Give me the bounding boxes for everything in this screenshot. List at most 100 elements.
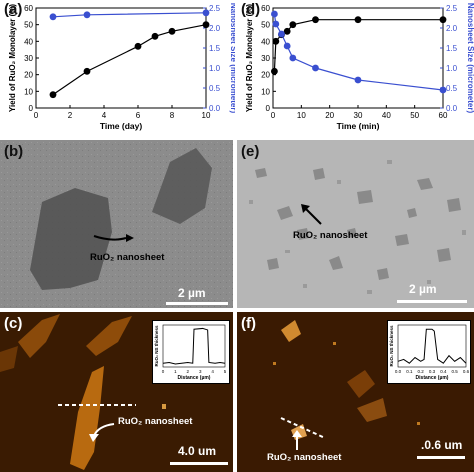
panel-tag-f: (f) <box>241 315 256 332</box>
panel-tag-e: (e) <box>241 143 260 160</box>
y-tick-label: 20 <box>24 71 33 80</box>
y2-tick-label: 2.0 <box>209 24 221 33</box>
inset-x-label: Distance (µm) <box>416 375 449 381</box>
y-tick-label: 0 <box>29 104 34 113</box>
annotation-c: RuO₂ nanosheet <box>118 416 193 427</box>
chart-a-svg: 0 2 4 6 8 10 0 10 20 30 40 50 60 0.0 0.5 1.0 1.5 2.0 2.5 Ti… <box>8 3 235 131</box>
sheet-large <box>30 188 112 290</box>
sem-image-e: (e) RuO₂ nanosheet 2 µm <box>237 140 474 308</box>
y2-tick-label: 0.0 <box>209 104 221 113</box>
series-1-point <box>49 13 57 21</box>
inset-x-tick-label: 3 <box>199 369 202 374</box>
x-tick-label: 0 <box>34 111 39 120</box>
line-profile-f <box>280 417 326 439</box>
y-tick-label: 30 <box>261 54 270 63</box>
series-0-point <box>151 32 159 40</box>
inset-profile-line <box>397 328 467 364</box>
inset-x-tick-label: 0.2 <box>418 369 425 374</box>
plot-frame <box>35 7 207 109</box>
annotation-b: RuO₂ nanosheet <box>90 252 165 263</box>
arrow-b <box>93 234 134 242</box>
inset-x-tick-label: 0.5 <box>452 369 459 374</box>
series-1-point <box>202 9 210 17</box>
series-1-point <box>272 20 280 28</box>
inset-profile-line <box>162 327 226 365</box>
inset-x-tick-label: 5 <box>224 369 227 374</box>
x-axis-label: Time (day) <box>100 121 143 131</box>
series-1-point <box>354 76 362 84</box>
scale-label-e: 2 µm <box>409 282 437 296</box>
y-tick-label: 0 <box>266 104 271 113</box>
y-axis-label: Yield of RuO₂ Monolayer (%) <box>245 4 254 112</box>
series-1-point <box>289 54 297 62</box>
y-tick-label: 10 <box>261 87 270 96</box>
sem-e-texture <box>237 140 474 308</box>
y2-tick-label: 0.5 <box>446 84 458 93</box>
y2-tick-label: 0.5 <box>209 84 221 93</box>
y-tick-label: 20 <box>261 71 270 80</box>
sem-image-b: (b) RuO₂ nanosheet 2 µm <box>0 140 233 308</box>
x-tick-label: 30 <box>354 111 363 120</box>
series-0-line <box>273 19 443 72</box>
annotation-f: RuO₂ nanosheet <box>267 452 342 463</box>
scale-bar-b <box>166 302 228 305</box>
y-axis-label: Yield of RuO₂ Monolayer (%) <box>8 4 17 112</box>
y2-axis-label: Nanosheet Size (micrometer) <box>229 3 235 114</box>
afm-sheet-2 <box>18 314 60 358</box>
scale-label-b: 2 µm <box>178 286 206 300</box>
arrow-c <box>89 423 115 442</box>
inset-x-tick-label: 0 <box>162 369 165 374</box>
panel-d-chart: 0 10 20 30 40 50 60 0 10 20 30 40 50 60 0.0 0.5 1.0 1.5 2.… <box>237 0 474 136</box>
series-0-line <box>52 24 207 96</box>
afm-sheet-3 <box>86 316 132 356</box>
series-0-point <box>168 27 176 35</box>
series-1-point <box>83 11 91 19</box>
x-tick-label: 4 <box>102 111 107 120</box>
series-0-point <box>272 37 280 45</box>
x-tick-label: 20 <box>325 111 334 120</box>
inset-frame <box>162 324 226 368</box>
sheet-small <box>152 148 212 224</box>
series-0-point <box>312 16 319 24</box>
inset-x-tick-label: 0.3 <box>429 369 436 374</box>
scale-bar-e <box>397 300 467 303</box>
panel-tag-a: (a) <box>4 1 23 18</box>
series-0-point <box>202 21 210 29</box>
y-tick-label: 40 <box>24 37 33 46</box>
inset-x-tick-label: 4 <box>211 369 214 374</box>
inset-x-tick-label: 0.4 <box>440 369 447 374</box>
x-tick-label: 6 <box>136 111 141 120</box>
afm-sheet-4 <box>0 346 18 372</box>
arrow-f <box>292 430 302 450</box>
y-tick-label: 30 <box>24 54 33 63</box>
series-1-point <box>283 42 291 50</box>
inset-frame <box>397 324 467 368</box>
annotation-e: RuO₂ nanosheet <box>293 230 368 241</box>
y-tick-label: 60 <box>24 4 33 13</box>
series-1-line <box>52 12 207 18</box>
x-tick-label: 40 <box>382 111 391 120</box>
scale-bar-c <box>170 462 228 465</box>
series-1-point <box>439 86 447 94</box>
y-tick-label: 10 <box>24 87 33 96</box>
series-0-point <box>49 91 57 99</box>
afm-sheet-1 <box>70 366 104 470</box>
inset-f-svg: 0.0 0.1 0.2 0.3 0.4 0.5 0.6 Distance (µm) RuO₂ N… <box>389 324 470 381</box>
afm-image-c: (c) RuO₂ nanosheet 0 1 2 3 4 5 Distance (µm) Ru… <box>0 312 233 472</box>
panel-tag-c: (c) <box>4 315 23 332</box>
x-tick-label: 0 <box>271 111 276 120</box>
scale-label-c: 4.0 um <box>178 444 217 458</box>
y2-tick-label: 2.0 <box>446 24 458 33</box>
y2-tick-label: 1.0 <box>209 64 221 73</box>
y2-tick-label: 1.0 <box>446 64 458 73</box>
inset-x-tick-label: 1 <box>174 369 177 374</box>
y2-tick-label: 1.5 <box>209 44 221 53</box>
scale-bar-f <box>417 456 465 459</box>
arrow-e <box>301 204 322 225</box>
y-tick-label: 60 <box>261 4 270 13</box>
inset-x-label: Distance (µm) <box>178 375 211 381</box>
inset-c-svg: 0 1 2 3 4 5 Distance (µm) RuO₂ NS thickness <box>154 324 227 381</box>
inset-y-label: RuO₂ NS thickness <box>389 325 394 367</box>
y2-tick-label: 0.0 <box>446 104 458 113</box>
series-0-point <box>439 16 447 24</box>
